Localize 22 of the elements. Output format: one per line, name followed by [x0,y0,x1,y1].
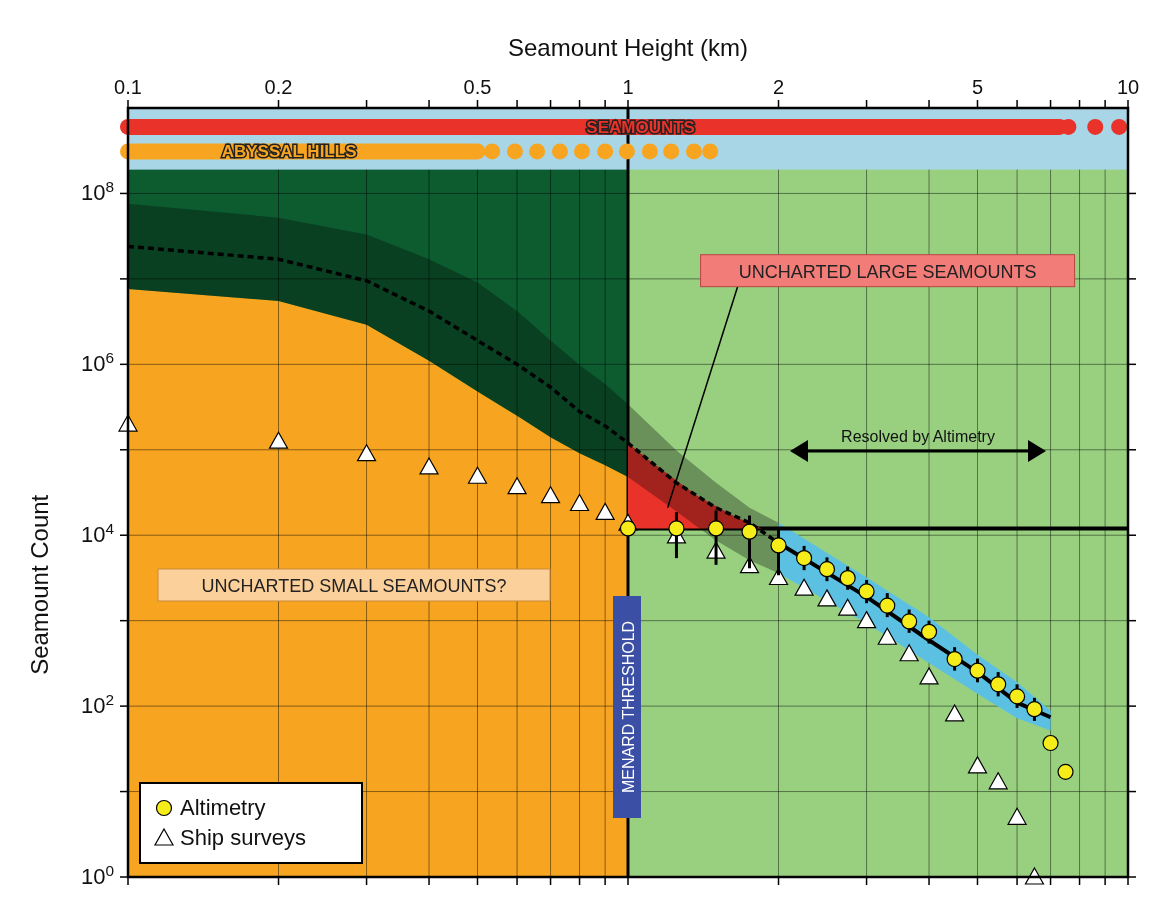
y-tick-label: 10$^{8}$ [80,177,114,206]
legend-label: Ship surveys [180,825,306,850]
x-tick-label: 0.2 [264,76,293,98]
series-label: ABYSSAL HILLS [221,142,357,162]
y-tick-label: 10$^{4}$ [80,519,115,548]
ref-line-label: MENARD THRESHOLD [620,620,637,794]
legend-label: Altimetry [180,795,266,820]
x-axis-title: Seamount Height (km) [507,34,749,61]
y-tick-label: 10$^{0}$ [80,861,114,889]
y-axis-title: Seamount Count [26,494,53,675]
y-tick-label: 10$^{2}$ [80,690,114,719]
annotation: UNCHARTED LARGE SEAMOUNTS [738,261,1037,282]
x-tick-label: 10 [1116,76,1140,98]
series-label: SEAMOUNTS [586,117,695,137]
y-tick-label: 10$^{6}$ [80,348,114,377]
annotation: Resolved by Altimetry [841,428,995,445]
x-tick-label: 1 [622,76,634,98]
annotation: UNCHARTED SMALL SEAMOUNTS? [201,576,507,596]
x-tick-label: 5 [971,76,984,98]
x-tick-label: 0.1 [114,76,142,98]
x-tick-label: 0.5 [463,76,492,98]
x-tick-label: 2 [772,76,785,98]
